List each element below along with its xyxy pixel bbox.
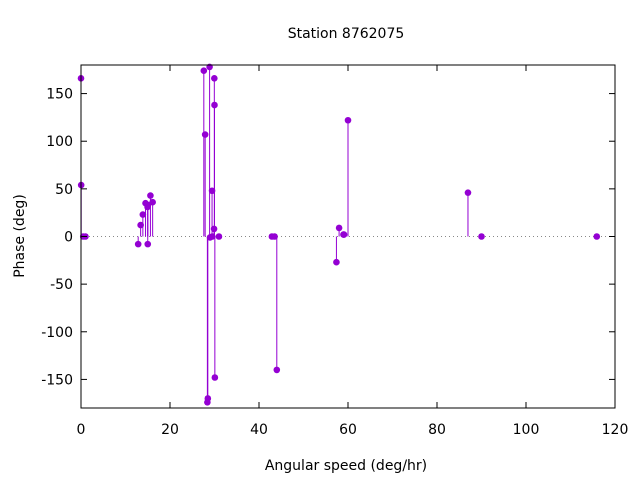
y-axis-label: Phase (deg) xyxy=(12,194,28,278)
x-tick-label: 0 xyxy=(77,422,86,438)
x-tick-label: 100 xyxy=(513,422,540,438)
y-tick-label: -100 xyxy=(41,325,73,341)
data-point xyxy=(147,192,154,199)
data-point xyxy=(137,221,144,229)
data-point xyxy=(271,233,278,240)
y-tick-label: -50 xyxy=(50,277,73,293)
x-tick-label: 20 xyxy=(161,422,179,438)
data-point xyxy=(134,240,142,248)
data-point xyxy=(333,258,340,266)
chart-title: Station 8762075 xyxy=(288,26,405,42)
x-tick-label: 40 xyxy=(250,422,268,438)
data-layer xyxy=(77,63,601,406)
y-tick-label: 100 xyxy=(46,134,73,150)
data-point xyxy=(215,233,223,240)
data-point xyxy=(335,224,343,232)
x-tick-label: 80 xyxy=(428,422,446,438)
y-tick-label: -150 xyxy=(41,372,73,388)
data-point xyxy=(211,374,219,381)
data-point xyxy=(344,116,352,124)
x-tick-label: 60 xyxy=(339,422,357,438)
data-point xyxy=(340,231,348,238)
axis-ticks: 0 20 40 60 80 100 120 -150 -100 -50 0 50 100 150 xyxy=(41,65,628,438)
data-point xyxy=(208,187,216,195)
data-point xyxy=(211,75,218,82)
data-point xyxy=(211,101,218,109)
data-point xyxy=(201,131,209,138)
data-point xyxy=(273,366,281,374)
x-tick-label: 120 xyxy=(602,422,629,438)
data-point xyxy=(204,395,212,402)
data-point xyxy=(139,211,147,218)
data-point xyxy=(144,240,152,248)
data-point xyxy=(200,67,208,75)
data-point xyxy=(464,189,472,196)
data-point xyxy=(478,233,485,240)
y-tick-label: 150 xyxy=(46,87,73,103)
y-tick-label: 0 xyxy=(64,230,73,246)
y-tick-label: 50 xyxy=(55,182,73,198)
x-axis-label: Angular speed (deg/hr) xyxy=(265,458,427,474)
data-point xyxy=(149,198,156,206)
data-point xyxy=(593,233,601,240)
